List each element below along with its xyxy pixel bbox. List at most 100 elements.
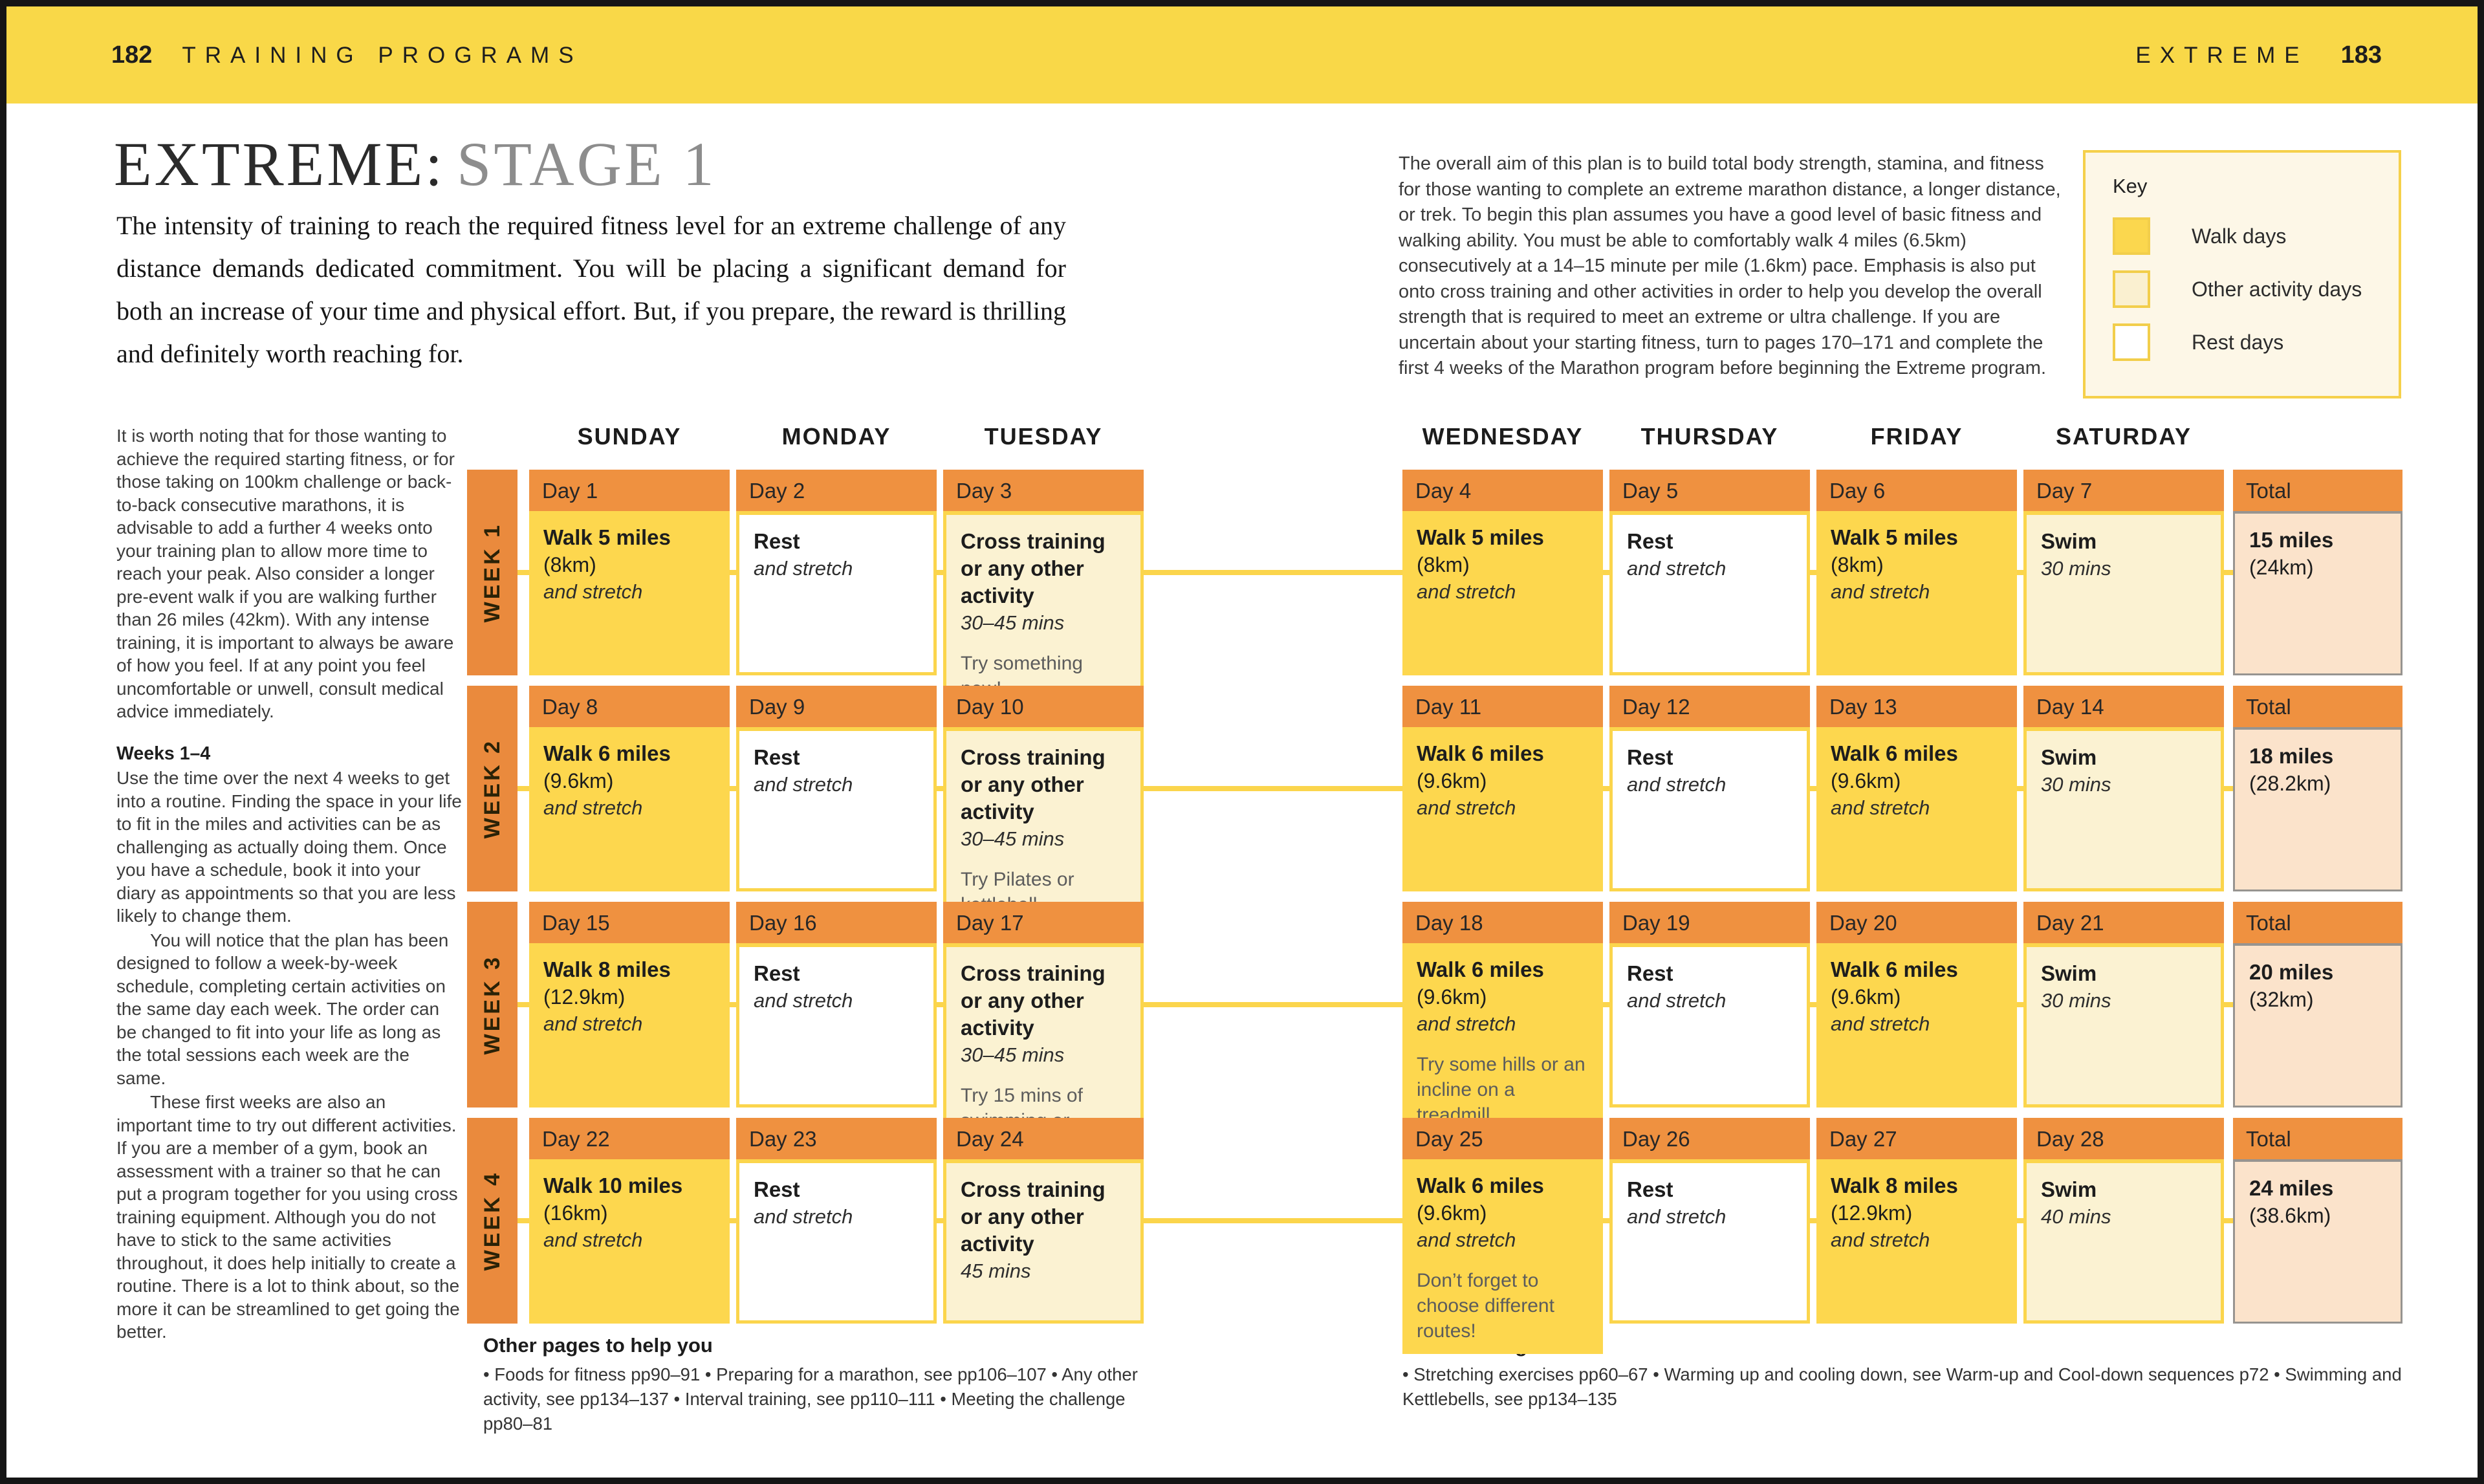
day-25-tip: Don’t forget to choose different routes! (1417, 1270, 1554, 1342)
day-12-activity: Rest (1627, 745, 1673, 769)
left-folio: 182 (111, 41, 153, 69)
week-3-total-header: Total (2233, 902, 2402, 943)
week-2-total-header: Total (2233, 686, 2402, 727)
week-2-total-cell: Total 18 miles (28.2km) (2233, 686, 2402, 891)
day-25-distance: (9.6km) (1417, 1201, 1487, 1225)
day-18-tip: Try some hills or an incline on a treadm… (1417, 1054, 1585, 1126)
day-19-cell: Day 19 Rest and stretch (1609, 902, 1810, 1108)
sidebar-heading-weeks-1-4: Weeks 1–4 (116, 743, 211, 764)
day-18-cell: Day 18 Walk 6 miles (9.6km) and stretch … (1402, 902, 1603, 1138)
day-16-header: Day 16 (736, 902, 937, 943)
day-2-header: Day 2 (736, 470, 937, 511)
day-3-duration: 30–45 mins (961, 611, 1065, 634)
day-26-activity: Rest (1627, 1177, 1673, 1201)
day-17-header: Day 17 (943, 902, 1144, 943)
day-23-cell: Day 23 Rest and stretch (736, 1118, 937, 1324)
week-4-label: WEEK 4 (479, 1170, 505, 1271)
rest-days-swatch (2113, 323, 2150, 361)
day-1-header: Day 1 (529, 470, 730, 511)
day-21-activity: Swim (2041, 961, 2097, 985)
day-26-header: Day 26 (1609, 1118, 1810, 1159)
week-3-label: WEEK 3 (479, 954, 505, 1055)
running-head-left: 182 TRAINING PROGRAMS (111, 41, 583, 69)
running-head-band: 182 TRAINING PROGRAMS EXTREME 183 (6, 6, 2478, 104)
day-13-activity: Walk 6 miles (1831, 741, 1958, 765)
column-header-friday: FRIDAY (1870, 423, 1963, 450)
key-item-rest: Rest days (2113, 323, 2373, 361)
week-2-label: WEEK 2 (479, 738, 505, 839)
other-activity-days-label: Other activity days (2192, 277, 2362, 301)
day-19-note: and stretch (1627, 989, 1727, 1012)
day-28-activity: Swim (2041, 1177, 2097, 1201)
day-25-activity: Walk 6 miles (1417, 1173, 1544, 1197)
week3-connector-line (518, 1002, 2233, 1007)
day-12-header: Day 12 (1609, 686, 1810, 727)
week-1-total-header: Total (2233, 470, 2402, 511)
day-18-activity: Walk 6 miles (1417, 957, 1544, 981)
day-18-note: and stretch (1417, 1012, 1516, 1035)
key-item-other: Other activity days (2113, 270, 2373, 308)
week-3-total-km: (32km) (2249, 988, 2314, 1011)
day-12-note: and stretch (1627, 773, 1727, 796)
day-1-note: and stretch (543, 580, 643, 603)
day-11-note: and stretch (1417, 796, 1516, 819)
sidebar-paragraph-2: Use the time over the next 4 weeks to ge… (116, 768, 462, 926)
day-16-activity: Rest (754, 961, 800, 985)
day-4-header: Day 4 (1402, 470, 1603, 511)
day-15-header: Day 15 (529, 902, 730, 943)
day-9-note: and stretch (754, 773, 853, 796)
day-4-cell: Day 4 Walk 5 miles (8km) and stretch (1402, 470, 1603, 675)
day-14-duration: 30 mins (2041, 773, 2111, 796)
footer-other-pages-refs: • Foods for fitness pp90–91 • Preparing … (483, 1364, 1138, 1434)
day-14-header: Day 14 (2023, 686, 2224, 727)
day-20-distance: (9.6km) (1831, 985, 1901, 1009)
day-3-header: Day 3 (943, 470, 1144, 511)
day-20-note: and stretch (1831, 1012, 1930, 1035)
week1-connector-line (518, 570, 2233, 575)
week-4-label-bar: WEEK 4 (467, 1118, 518, 1324)
day-10-header: Day 10 (943, 686, 1144, 727)
day-9-cell: Day 9 Rest and stretch (736, 686, 937, 891)
day-17-activity: Cross training or any other activity (961, 961, 1106, 1040)
day-6-header: Day 6 (1816, 470, 2017, 511)
right-section-title: EXTREME (2135, 42, 2309, 68)
day-19-header: Day 19 (1609, 902, 1810, 943)
day-22-activity: Walk 10 miles (543, 1173, 683, 1197)
week-1-label: WEEK 1 (479, 522, 505, 623)
day-15-note: and stretch (543, 1012, 643, 1035)
day-5-activity: Rest (1627, 529, 1673, 553)
day-20-header: Day 20 (1816, 902, 2017, 943)
day-5-note: and stretch (1627, 557, 1727, 580)
day-6-activity: Walk 5 miles (1831, 525, 1958, 549)
day-1-distance: (8km) (543, 553, 596, 576)
training-calendar: SUNDAY MONDAY TUESDAY WEDNESDAY THURSDAY… (467, 414, 2402, 1354)
week-2-total-miles: 18 miles (2249, 744, 2334, 768)
week-3-total-cell: Total 20 miles (32km) (2233, 902, 2402, 1108)
day-17-cell: Day 17 Cross training or any other activ… (943, 902, 1144, 1172)
sidebar-paragraph-3: You will notice that the plan has been d… (116, 930, 449, 1088)
page-title-main: EXTREME: (114, 129, 445, 199)
day-3-activity: Cross training or any other activity (961, 529, 1106, 607)
day-5-cell: Day 5 Rest and stretch (1609, 470, 1810, 675)
rest-days-label: Rest days (2192, 330, 2284, 354)
day-8-distance: (9.6km) (543, 769, 614, 792)
day-10-cell: Day 10 Cross training or any other activ… (943, 686, 1144, 931)
day-19-activity: Rest (1627, 961, 1673, 985)
page-title-stage: STAGE 1 (456, 129, 717, 199)
day-8-header: Day 8 (529, 686, 730, 727)
sidebar-narrative: It is worth noting that for those wantin… (116, 424, 463, 1345)
day-27-header: Day 27 (1816, 1118, 2017, 1159)
day-24-cell: Day 24 Cross training or any other activ… (943, 1118, 1144, 1324)
day-22-cell: Day 22 Walk 10 miles (16km) and stretch (529, 1118, 730, 1324)
day-20-activity: Walk 6 miles (1831, 957, 1958, 981)
week-3-total-miles: 20 miles (2249, 960, 2334, 984)
week-1-label-bar: WEEK 1 (467, 470, 518, 675)
day-6-distance: (8km) (1831, 553, 1884, 576)
day-9-activity: Rest (754, 745, 800, 769)
right-folio: 183 (2340, 41, 2382, 69)
intro-paragraph: The intensity of training to reach the r… (116, 211, 1066, 368)
day-2-activity: Rest (754, 529, 800, 553)
week-4-total-header: Total (2233, 1118, 2402, 1159)
day-7-activity: Swim (2041, 529, 2097, 553)
column-header-tuesday: TUESDAY (984, 423, 1103, 450)
